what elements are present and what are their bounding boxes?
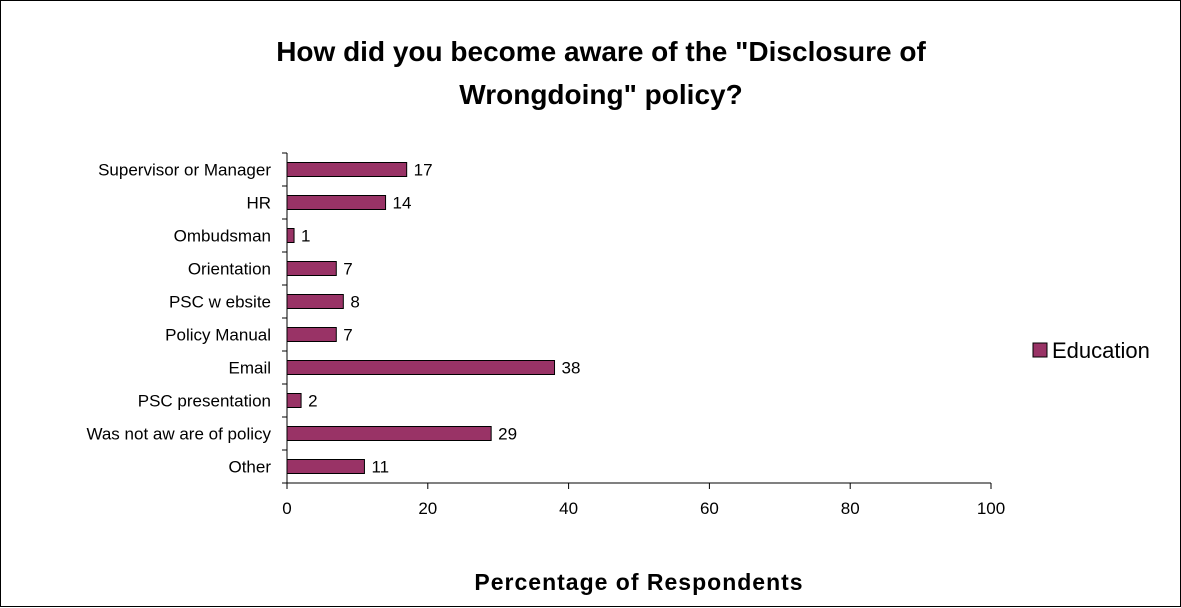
- x-tick-label-4: 80: [841, 499, 860, 518]
- x-axis-label: Percentage of Respondents: [474, 569, 803, 595]
- data-label-6: 38: [562, 359, 581, 378]
- bar-9: [286, 459, 365, 474]
- data-label-5: 7: [343, 326, 352, 345]
- category-label-9: Other: [228, 458, 271, 477]
- x-tick-label-5: 100: [977, 499, 1005, 518]
- data-label-2: 1: [301, 227, 310, 246]
- category-label-6: Email: [228, 359, 271, 378]
- data-label-0: 17: [414, 161, 433, 180]
- legend-label: Education: [1052, 338, 1150, 363]
- x-tick-label-2: 40: [559, 499, 578, 518]
- bar-8: [286, 426, 492, 441]
- bar-1: [286, 195, 387, 210]
- plot-area: Supervisor or Manager 17 HR 14 Ombudsman 1 Ori…: [86, 152, 1005, 518]
- data-label-8: 29: [498, 425, 517, 444]
- bar-4: [286, 294, 344, 309]
- data-label-3: 7: [343, 260, 352, 279]
- x-tick-label-0: 0: [282, 499, 291, 518]
- bar-6: [286, 360, 556, 375]
- category-label-3: Orientation: [188, 260, 271, 279]
- data-label-7: 2: [308, 392, 317, 411]
- bar-5: [286, 327, 337, 342]
- bar-3: [286, 261, 337, 276]
- category-label-8: Was not aw are of policy: [86, 425, 271, 444]
- category-label-5: Policy Manual: [165, 326, 271, 345]
- chart-title-line-1: How did you become aware of the "Disclos…: [276, 36, 926, 67]
- category-label-0: Supervisor or Manager: [98, 161, 271, 180]
- category-label-7: PSC presentation: [138, 392, 271, 411]
- data-label-4: 8: [350, 293, 359, 312]
- x-tick-label-3: 60: [700, 499, 719, 518]
- data-label-9: 11: [371, 458, 389, 477]
- chart-title-line-2: Wrongdoing" policy?: [459, 79, 742, 110]
- bar-0: [286, 162, 408, 177]
- category-label-2: Ombudsman: [174, 227, 271, 246]
- legend-swatch: [1032, 342, 1048, 358]
- bar-7: [286, 393, 302, 408]
- bar-2: [286, 228, 295, 243]
- data-label-1: 14: [393, 194, 412, 213]
- x-tick-label-1: 20: [418, 499, 437, 518]
- category-label-1: HR: [246, 194, 271, 213]
- category-label-4: PSC w ebsite: [169, 293, 271, 312]
